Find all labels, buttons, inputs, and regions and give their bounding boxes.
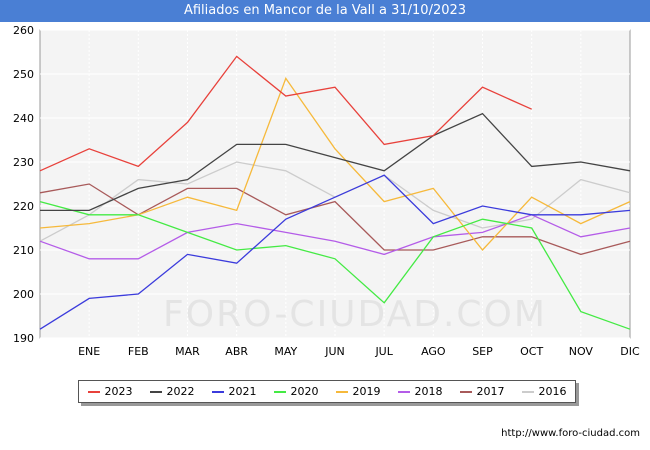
legend-label: 2018 <box>414 385 443 398</box>
y-tick-label: 260 <box>13 24 34 37</box>
x-tick-label: FEB <box>128 345 149 358</box>
source-url[interactable]: http://www.foro-ciudad.com <box>501 428 640 439</box>
x-tick-label: ENE <box>78 345 100 358</box>
y-tick-label: 210 <box>13 244 34 257</box>
legend-item-2018: 2018 <box>397 385 443 398</box>
y-axis-ticks: 190 200 210 220 230 240 250 260 <box>13 24 34 345</box>
legend-item-2020: 2020 <box>273 385 319 398</box>
x-tick-label: NOV <box>569 345 594 358</box>
legend-swatch <box>397 390 410 393</box>
legend-swatch <box>335 390 348 393</box>
y-tick-label: 230 <box>13 156 34 169</box>
x-tick-label: ABR <box>225 345 248 358</box>
legend: 2023 2022 2021 2020 2019 2018 2017 2016 <box>78 380 576 403</box>
series-lines <box>39 55 631 330</box>
legend-label: 2019 <box>352 385 381 398</box>
legend-item-2017: 2017 <box>459 385 505 398</box>
legend-item-2019: 2019 <box>335 385 381 398</box>
series-line-2021 <box>39 174 631 330</box>
x-tick-label: MAY <box>274 345 297 358</box>
legend-label: 2017 <box>476 385 505 398</box>
legend-item-2023: 2023 <box>87 385 133 398</box>
x-axis-ticks: ENE FEB MAR ABR MAY JUN JUL AGO SEP OCT NOV DIC <box>78 345 640 358</box>
x-tick-label: JUN <box>324 345 345 358</box>
y-tick-label: 220 <box>13 200 34 213</box>
legend-label: 2021 <box>228 385 257 398</box>
legend-swatch <box>521 390 534 393</box>
legend-item-2016: 2016 <box>521 385 567 398</box>
chart-title: Afiliados en Mancor de la Vall a 31/10/2… <box>0 0 650 22</box>
line-chart: FORO-CIUDAD.COM 190 200 210 220 230 240 250 260… <box>13 24 640 358</box>
legend-swatch <box>149 390 162 393</box>
watermark: FORO-CIUDAD.COM <box>163 294 547 335</box>
legend-item-2022: 2022 <box>149 385 195 398</box>
legend-swatch <box>211 390 224 393</box>
x-tick-label: AGO <box>421 345 446 358</box>
y-tick-label: 200 <box>13 288 34 301</box>
legend-swatch <box>459 390 472 393</box>
legend-label: 2023 <box>104 385 133 398</box>
y-tick-label: 190 <box>13 332 34 345</box>
y-tick-label: 240 <box>13 112 34 125</box>
legend-swatch <box>273 390 286 393</box>
y-tick-label: 250 <box>13 68 34 81</box>
legend-label: 2022 <box>166 385 195 398</box>
x-tick-label: JUL <box>374 345 393 358</box>
legend-item-2021: 2021 <box>211 385 257 398</box>
series-line-2022 <box>40 112 631 212</box>
x-tick-label: OCT <box>520 345 543 358</box>
legend-label: 2016 <box>538 385 567 398</box>
x-tick-label: DIC <box>620 345 640 358</box>
x-tick-label: MAR <box>175 345 200 358</box>
legend-swatch <box>87 390 100 393</box>
x-tick-label: SEP <box>472 345 493 358</box>
series-line-2020 <box>39 200 631 330</box>
series-line-2023 <box>39 55 532 172</box>
legend-label: 2020 <box>290 385 319 398</box>
